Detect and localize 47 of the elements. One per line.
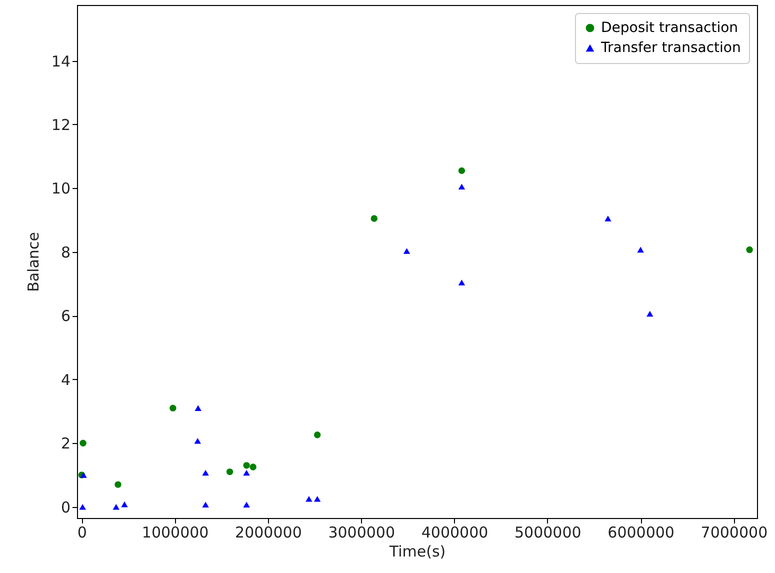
x-axis-title: Time(s) bbox=[388, 542, 446, 560]
point bbox=[79, 504, 86, 510]
point bbox=[646, 310, 654, 317]
x-tick-label: 5000000 bbox=[514, 524, 582, 542]
point bbox=[194, 405, 202, 411]
point bbox=[604, 216, 612, 222]
y-tick-label: 10 bbox=[51, 180, 70, 198]
x-tick-label: 3000000 bbox=[328, 524, 396, 542]
point bbox=[370, 215, 378, 222]
y-tick-label: 6 bbox=[60, 307, 70, 326]
legend-label: Transfer transaction bbox=[600, 40, 741, 56]
point bbox=[458, 167, 466, 174]
point bbox=[458, 184, 466, 190]
y-tick-label: 14 bbox=[51, 52, 70, 70]
x-tick-label: 6000000 bbox=[608, 524, 674, 542]
x-tick-label: 0 bbox=[77, 524, 87, 542]
point bbox=[637, 246, 644, 253]
y-axis-title: Balance bbox=[24, 232, 42, 292]
point bbox=[243, 502, 250, 508]
point bbox=[314, 496, 321, 502]
point bbox=[80, 440, 86, 446]
point bbox=[243, 462, 250, 469]
legend-label: Deposit transaction bbox=[601, 20, 738, 36]
point bbox=[250, 464, 256, 470]
point bbox=[202, 502, 209, 508]
point bbox=[202, 470, 209, 476]
y-tick-label: 0 bbox=[60, 498, 70, 516]
x-tick-label: 2000000 bbox=[235, 524, 302, 542]
point bbox=[243, 470, 250, 476]
y-tick-label: 8 bbox=[60, 243, 70, 262]
point bbox=[458, 280, 466, 286]
point bbox=[403, 248, 410, 254]
point bbox=[746, 246, 753, 254]
x-tick-label: 1000000 bbox=[142, 524, 209, 542]
point bbox=[314, 431, 321, 438]
y-tick-label: 4 bbox=[60, 370, 70, 389]
point bbox=[112, 504, 120, 510]
point bbox=[121, 501, 128, 508]
y-tick-label: 2 bbox=[60, 434, 70, 453]
x-tick-label: 7000000 bbox=[700, 524, 768, 542]
point bbox=[306, 496, 312, 502]
point bbox=[194, 438, 201, 444]
point bbox=[226, 468, 234, 476]
point bbox=[114, 481, 122, 488]
x-tick-label: 4000000 bbox=[421, 524, 488, 542]
point bbox=[170, 404, 176, 412]
y-tick-label: 12 bbox=[51, 116, 70, 134]
